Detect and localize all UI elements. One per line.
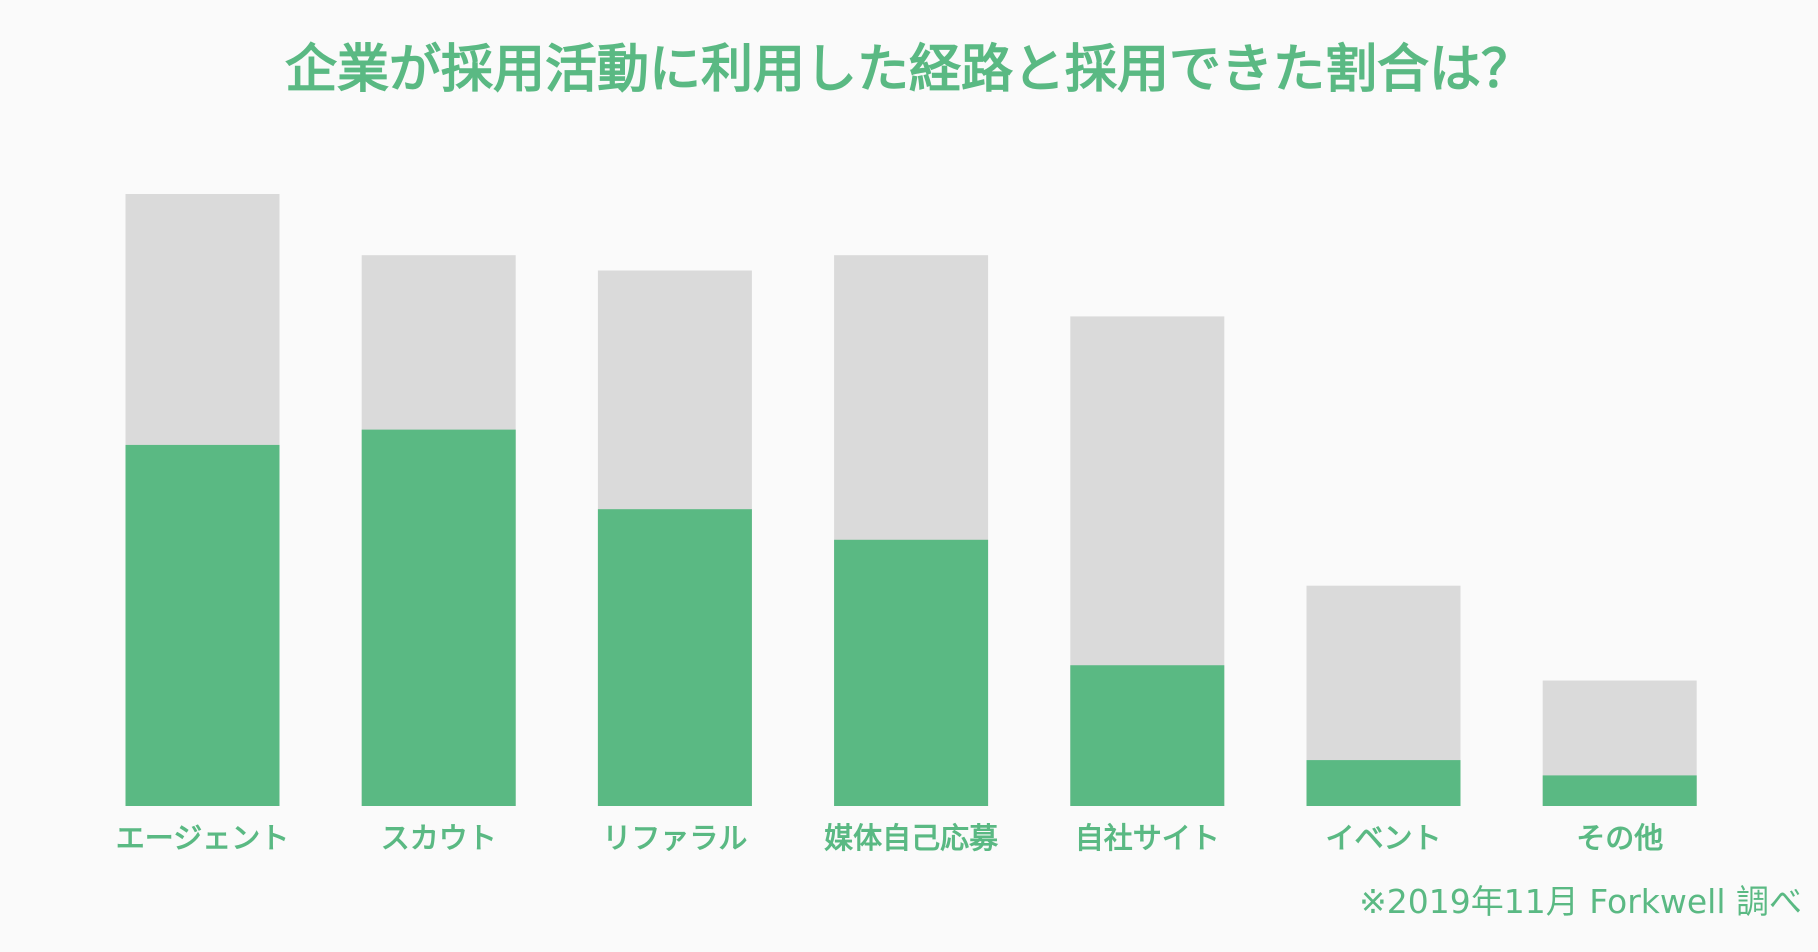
category-label-5: 自社サイト [1075, 821, 1220, 855]
category-labels: エージェント スカウト リファラル 媒体自己応募 自社サイト イベント その他 [116, 821, 1663, 855]
bar-hired-7 [1542, 775, 1697, 806]
category-label-1: エージェント [116, 821, 289, 855]
category-label-4: 媒体自己応募 [824, 821, 999, 855]
category-label-3: リファラル [602, 821, 747, 855]
category-label-7: その他 [1576, 821, 1663, 855]
bar-hired-2 [361, 429, 516, 806]
bar-hired-4 [834, 539, 989, 806]
category-label-2: スカウト [381, 821, 497, 855]
bars-layer [125, 194, 1697, 806]
source-note: ※2019年11月 Forkwell 調べ [1359, 882, 1802, 921]
category-label-6: イベント [1325, 821, 1441, 855]
bar-hired-1 [125, 444, 280, 806]
bar-hired-6 [1306, 760, 1461, 806]
chart-title: 企業が採用活動に利用した経路と採用できた割合は？ [284, 40, 1533, 100]
bar-hired-5 [1070, 665, 1225, 806]
bar-hired-3 [597, 509, 752, 806]
